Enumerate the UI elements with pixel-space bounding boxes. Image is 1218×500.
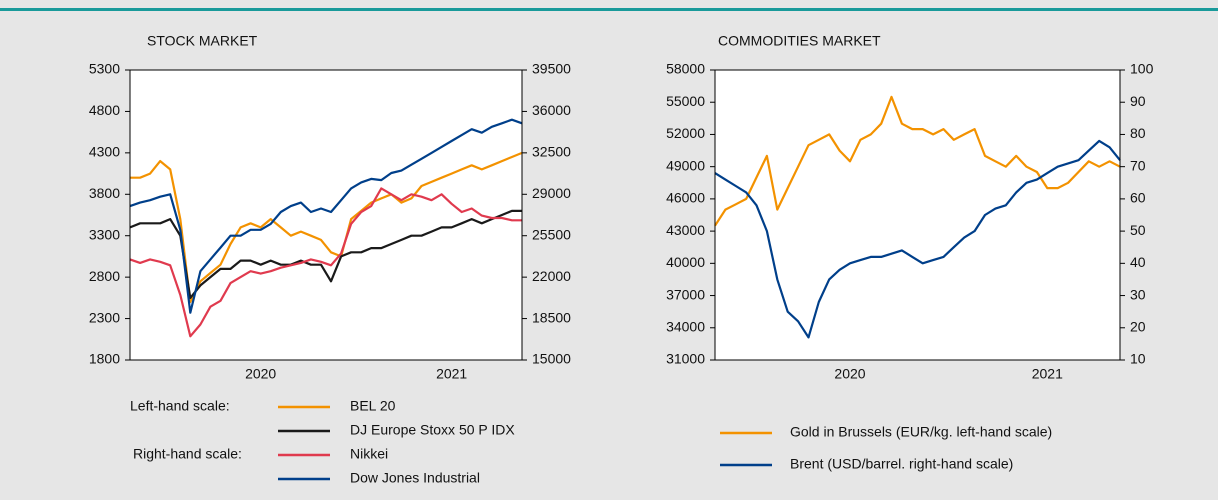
legend-label: Nikkei xyxy=(350,446,388,462)
y-tick-label: 49000 xyxy=(666,157,705,173)
y-tick-label: 4300 xyxy=(89,144,120,160)
chart-title: STOCK MARKET xyxy=(147,33,258,49)
y2-tick-label: 25500 xyxy=(532,226,571,242)
legend-group-label: Left-hand scale: xyxy=(130,398,230,414)
y-tick-label: 1800 xyxy=(89,351,120,367)
y2-tick-label: 29000 xyxy=(532,185,571,201)
y-tick-label: 40000 xyxy=(666,254,705,270)
y-tick-label: 4800 xyxy=(89,102,120,118)
y2-tick-label: 39500 xyxy=(532,61,571,77)
y2-tick-label: 60 xyxy=(1130,190,1146,206)
y-tick-label: 52000 xyxy=(666,125,705,141)
legend-label: DJ Europe Stoxx 50 P IDX xyxy=(350,422,515,438)
y2-tick-label: 36000 xyxy=(532,102,571,118)
legend-group-label: Right-hand scale: xyxy=(133,446,242,462)
x-tick-label: 2020 xyxy=(245,366,276,382)
y-tick-label: 34000 xyxy=(666,318,705,334)
plot-frame xyxy=(714,69,1121,361)
y2-tick-label: 80 xyxy=(1130,125,1146,141)
y-tick-label: 37000 xyxy=(666,286,705,302)
y-tick-label: 31000 xyxy=(666,351,705,367)
legend-label: Brent (USD/barrel. right-hand scale) xyxy=(790,456,1013,472)
x-tick-label: 2020 xyxy=(834,366,865,382)
series-line xyxy=(129,118,523,314)
series-line xyxy=(129,187,522,338)
y-tick-label: 46000 xyxy=(666,190,705,206)
y2-tick-label: 18500 xyxy=(532,309,571,325)
y2-tick-label: 30 xyxy=(1130,286,1146,302)
x-tick-label: 2021 xyxy=(1032,366,1063,382)
y2-tick-label: 32500 xyxy=(532,144,571,160)
y-tick-label: 58000 xyxy=(666,61,705,77)
chart-title: COMMODITIES MARKET xyxy=(718,33,881,49)
y-tick-label: 2300 xyxy=(89,309,120,325)
y2-tick-label: 40 xyxy=(1130,254,1146,270)
series-line xyxy=(714,95,1121,227)
y2-tick-label: 10 xyxy=(1130,351,1146,367)
legend-label: BEL 20 xyxy=(350,398,396,414)
y2-tick-label: 22000 xyxy=(532,268,571,284)
y-tick-label: 3800 xyxy=(89,185,120,201)
legend-label: Dow Jones Industrial xyxy=(350,470,480,486)
y-tick-label: 2800 xyxy=(89,268,120,284)
y-tick-label: 43000 xyxy=(666,222,705,238)
y-tick-label: 55000 xyxy=(666,93,705,109)
y2-tick-label: 90 xyxy=(1130,93,1146,109)
y-tick-label: 5300 xyxy=(89,61,120,77)
legend-label: Gold in Brussels (EUR/kg. left-hand scal… xyxy=(790,424,1052,440)
series-line xyxy=(714,139,1121,339)
top-rule xyxy=(0,8,1218,11)
plot-frame xyxy=(129,69,523,361)
plot-area xyxy=(715,70,1120,360)
y2-tick-label: 70 xyxy=(1130,157,1146,173)
y2-tick-label: 50 xyxy=(1130,222,1146,238)
y2-tick-label: 20 xyxy=(1130,318,1146,334)
y2-tick-label: 15000 xyxy=(532,351,571,367)
x-tick-label: 2021 xyxy=(436,366,467,382)
plot-area xyxy=(130,70,522,360)
y-tick-label: 3300 xyxy=(89,226,120,242)
y2-tick-label: 100 xyxy=(1130,61,1154,77)
